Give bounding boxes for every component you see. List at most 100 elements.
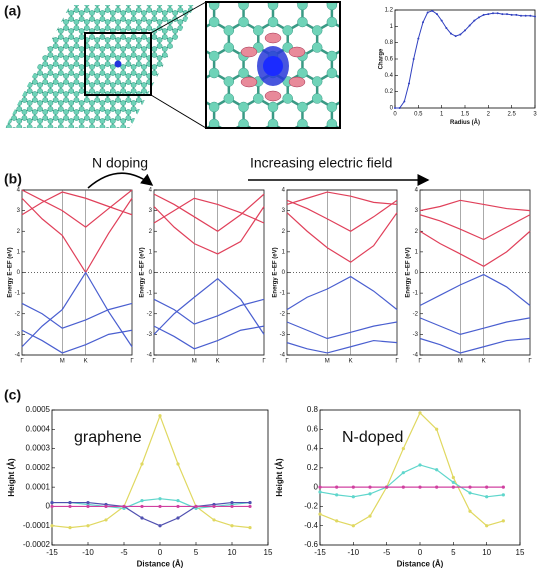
bond [164, 99, 171, 104]
atom [27, 136, 32, 141]
atom [37, 88, 43, 94]
atom [208, 16, 220, 28]
atom [297, 16, 308, 28]
atom [1, 133, 6, 138]
atom [245, 28, 250, 33]
bond [185, 45, 192, 50]
atom [0, 106, 1, 111]
atom [177, 61, 184, 67]
atom [199, 109, 204, 114]
bond [154, 126, 160, 128]
bond [164, 108, 171, 113]
atom [356, 170, 366, 180]
bond [8, 72, 15, 77]
atom [136, 133, 141, 138]
bond [253, 73, 258, 76]
atom [214, 34, 219, 39]
bond [479, 175, 494, 184]
atom [167, 127, 173, 128]
atom [430, 128, 440, 138]
bond [76, 163, 81, 166]
y-tick-label: 1 [149, 249, 153, 255]
bond [102, 145, 107, 148]
atom [125, 19, 132, 25]
bond [154, 1, 159, 4]
atom [58, 160, 63, 165]
atom [282, 25, 293, 36]
bond [331, 136, 336, 139]
data-point [510, 13, 513, 16]
atom [47, 46, 54, 52]
bond [217, 28, 222, 31]
bond [35, 163, 40, 166]
bond [148, 117, 155, 122]
atom [94, 73, 101, 79]
bond [186, 1, 191, 4]
bond [206, 10, 211, 13]
atom [178, 151, 183, 156]
bond [185, 27, 192, 32]
bond [222, 73, 227, 76]
atom [415, 102, 425, 112]
bond [138, 126, 145, 128]
panel-label: (c) [4, 387, 21, 403]
bond [494, 175, 509, 184]
bond [190, 81, 195, 86]
atom [120, 70, 127, 76]
atom [115, 25, 121, 31]
bond [19, 154, 24, 157]
bond [102, 136, 107, 139]
atom [63, 91, 69, 97]
data-point [445, 26, 448, 29]
bond [143, 99, 150, 104]
atom [43, 169, 48, 174]
atom [130, 64, 137, 70]
bond [321, 145, 326, 148]
atom [230, 61, 235, 66]
bond [39, 45, 46, 50]
atom [120, 10, 127, 16]
atom [89, 46, 95, 52]
atom [78, 10, 85, 16]
atom [27, 0, 32, 4]
bond [190, 36, 195, 41]
atom [104, 97, 111, 103]
bond [144, 145, 149, 148]
charge-lobe [264, 90, 282, 102]
bond [18, 27, 25, 32]
atom [125, 37, 132, 43]
bond [217, 154, 222, 157]
bond [347, 48, 362, 57]
atom [84, 169, 89, 174]
atom [32, 109, 38, 115]
bond [134, 136, 139, 139]
atom [194, 43, 204, 53]
atom [261, 115, 266, 120]
bond [248, 64, 253, 67]
atom [47, 88, 54, 94]
atom [130, 52, 137, 58]
bond [185, 36, 192, 41]
atom [504, 170, 514, 180]
atom [193, 64, 195, 70]
bond [61, 1, 66, 4]
bond [191, 145, 196, 148]
bond [180, 126, 186, 128]
atom [157, 151, 162, 156]
atom [240, 169, 245, 174]
atom [68, 34, 75, 40]
atom [57, 10, 64, 16]
atom [180, 153, 190, 163]
atom [430, 77, 440, 87]
atom [47, 34, 54, 40]
atom [250, 19, 255, 24]
atom [37, 70, 43, 76]
bond [310, 136, 315, 139]
bond [196, 136, 201, 139]
atom [11, 97, 17, 103]
atom [109, 46, 116, 52]
atom [73, 43, 80, 49]
bond [229, 175, 244, 184]
bond [30, 163, 35, 166]
atom [63, 25, 69, 31]
